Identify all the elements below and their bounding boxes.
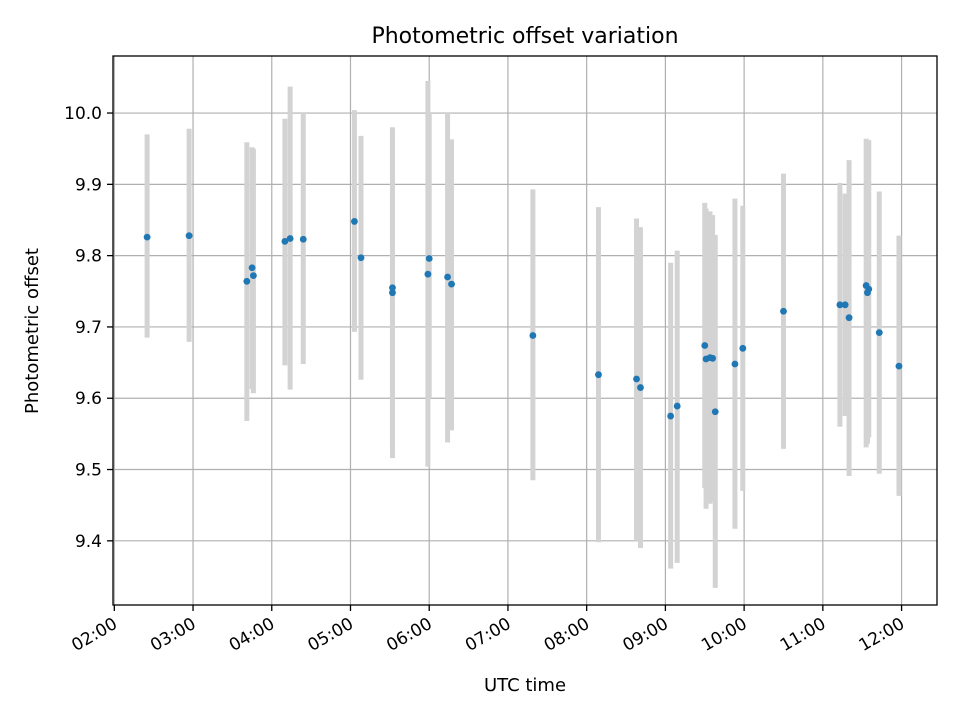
data-point [739,344,747,352]
y-tick-label: 9.7 [75,318,102,338]
x-tick-label: 06:00 [383,614,435,656]
y-axis: 9.4 9.5 9.6 9.7 9.8 9.9 10.0 [64,104,113,552]
error-bars [144,80,902,588]
data-point [357,254,365,262]
x-tick-label: 10:00 [698,614,750,656]
plot-frame [112,55,938,606]
x-axis: 02:00 03:00 04:00 05:00 06:00 07:00 08:00 09:00… [68,605,908,656]
data-point [389,284,396,292]
data-point [673,402,681,410]
data-point [701,342,709,349]
y-axis-label: Photometric offset [22,248,43,414]
data-point [444,273,451,281]
data-point [529,332,537,339]
data-point [286,235,294,242]
data-point [841,301,849,309]
y-tick-label: 10.0 [64,104,102,124]
y-tick-label: 9.6 [75,389,102,409]
data-point [248,264,256,272]
data-point [424,270,432,278]
data-point [243,277,251,285]
x-tick-label: 11:00 [777,614,829,656]
data-point [633,375,640,383]
x-tick-label: 05:00 [305,614,357,656]
chart-title: Photometric offset variation [371,24,678,49]
data-point [185,232,193,240]
data-point [448,280,455,288]
data-point [845,314,853,322]
x-tick-label: 09:00 [619,614,671,656]
x-tick-label: 02:00 [68,614,120,656]
data-point [299,235,307,243]
x-tick-label: 04:00 [226,614,278,656]
data-point [780,307,787,315]
y-tick-label: 9.9 [75,175,102,195]
x-axis-label: UTC time [484,675,566,696]
data-point [143,233,151,241]
y-tick-label: 9.4 [75,532,102,552]
data-point [875,329,883,337]
data-point [865,285,873,293]
data-point [895,362,903,370]
data-point [711,408,719,416]
data-point [249,272,257,279]
data-point [709,354,717,362]
data-point [595,371,602,379]
x-tick-label: 08:00 [541,614,593,656]
x-tick-label: 12:00 [856,614,908,656]
y-tick-label: 9.8 [75,247,102,267]
data-point [389,289,396,297]
data-point [351,218,358,225]
y-tick-label: 9.5 [75,461,102,481]
data-points [143,218,903,420]
grid [113,56,937,605]
data-point [836,301,844,309]
data-point [667,412,675,420]
data-point [425,255,433,262]
data-point [281,237,289,245]
data-point [731,360,739,368]
x-tick-label: 03:00 [147,614,199,656]
data-point [637,384,644,391]
x-tick-label: 07:00 [462,614,514,656]
